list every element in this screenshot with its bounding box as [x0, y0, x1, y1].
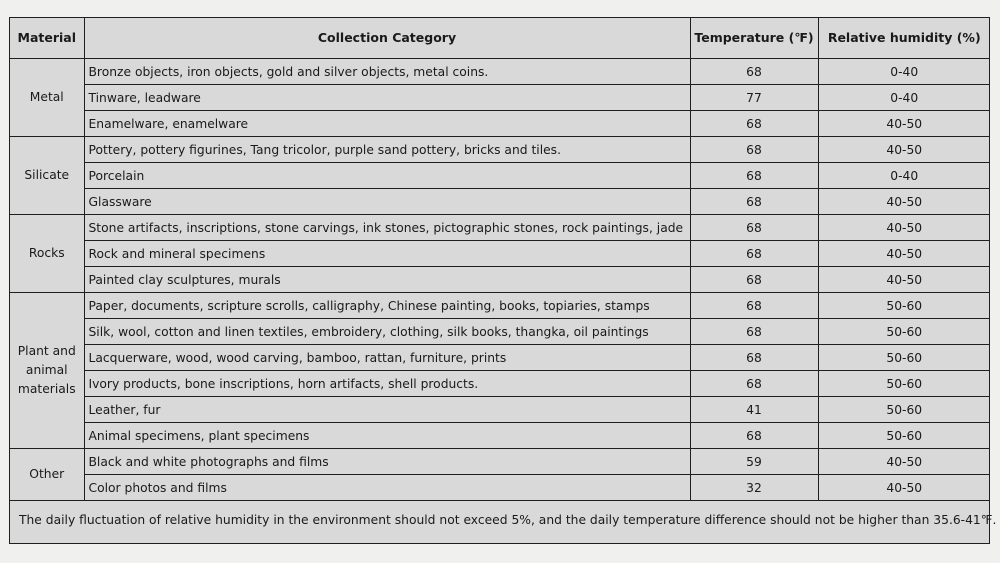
temperature-cell: 41: [689, 396, 819, 423]
humidity-cell: 40-50: [817, 448, 990, 475]
humidity-cell: 40-50: [817, 474, 990, 501]
temperature-cell: 68: [689, 266, 819, 293]
header-relative-humidity: Relative humidity (%): [817, 18, 990, 59]
table-row: Enamelware, enamelware 68 40-50: [10, 110, 990, 137]
storage-conditions-table-frame: Material Collection Category Temperature…: [9, 17, 997, 544]
temperature-cell: 68: [689, 162, 819, 189]
table-row: Rock and mineral specimens 68 40-50: [10, 240, 990, 267]
temperature-cell: 68: [689, 370, 819, 397]
table-row: Tinware, leadware 77 0-40: [10, 84, 990, 111]
humidity-cell: 40-50: [817, 136, 990, 163]
category-cell: Pottery, pottery figurines, Tang tricolo…: [83, 136, 691, 163]
table-row: Plant and animal materials Paper, documen…: [10, 292, 990, 449]
table-row: Silicate Pottery, pottery figurines, Tang…: [10, 136, 990, 215]
temperature-cell: 68: [689, 214, 819, 241]
table-row: Porcelain 68 0-40: [10, 162, 990, 189]
temperature-cell: 68: [689, 188, 819, 215]
category-cell: Enamelware, enamelware: [84, 110, 691, 137]
table-body: Metal Bronze objects, iron objects, gold …: [10, 58, 990, 501]
category-cell: Porcelain: [84, 162, 691, 189]
table-row: Rocks Stone artifacts, inscriptions, ston…: [10, 214, 990, 293]
category-cell: Silk, wool, cotton and linen textiles, e…: [84, 318, 691, 345]
temperature-cell: 77: [689, 84, 819, 111]
table-row: Silk, wool, cotton and linen textiles, e…: [10, 318, 990, 345]
temperature-cell: 68: [689, 58, 819, 85]
material-cell: Other: [10, 448, 85, 501]
category-cell: Glassware: [84, 188, 691, 215]
table-row: Color photos and films 32 40-50: [10, 474, 990, 501]
humidity-cell: 0-40: [817, 162, 990, 189]
table-row: Painted clay sculptures, murals 68 40-50: [10, 266, 990, 293]
storage-conditions-table: Material Collection Category Temperature…: [10, 18, 990, 501]
category-cell: Rock and mineral specimens: [84, 240, 691, 267]
humidity-cell: 50-60: [817, 370, 990, 397]
temperature-cell: 68: [689, 292, 819, 319]
category-cell: Stone artifacts, inscriptions, stone car…: [83, 214, 691, 241]
humidity-cell: 50-60: [817, 344, 990, 371]
category-cell: Paper, documents, scripture scrolls, cal…: [83, 292, 691, 319]
category-cell: Bronze objects, iron objects, gold and s…: [83, 58, 691, 85]
temperature-cell: 68: [689, 422, 819, 449]
humidity-cell: 50-60: [817, 292, 990, 319]
table-row: Other Black and white photographs and fil…: [10, 448, 990, 501]
category-cell: Black and white photographs and films: [83, 448, 691, 475]
header-material: Material: [10, 18, 85, 59]
humidity-cell: 40-50: [817, 266, 990, 293]
table-row: Lacquerware, wood, wood carving, bamboo,…: [10, 344, 990, 371]
header-temperature: Temperature (℉): [689, 18, 819, 59]
humidity-cell: 40-50: [817, 188, 990, 215]
category-cell: Painted clay sculptures, murals: [84, 266, 691, 293]
temperature-cell: 32: [689, 474, 819, 501]
material-cell: Plant and animal materials: [10, 292, 85, 449]
temperature-cell: 68: [689, 318, 819, 345]
temperature-cell: 68: [689, 240, 819, 267]
category-cell: Ivory products, bone inscriptions, horn …: [84, 370, 691, 397]
humidity-cell: 0-40: [817, 58, 990, 85]
category-cell: Animal specimens, plant specimens: [84, 422, 691, 449]
humidity-cell: 50-60: [817, 422, 990, 449]
table-row: Glassware 68 40-50: [10, 188, 990, 215]
header-collection-category: Collection Category: [83, 18, 691, 59]
material-cell: Metal: [10, 58, 85, 137]
table-footnote: The daily fluctuation of relative humidi…: [19, 513, 997, 527]
category-cell: Leather, fur: [84, 396, 691, 423]
table-row: Metal Bronze objects, iron objects, gold …: [10, 58, 990, 137]
category-cell: Tinware, leadware: [84, 84, 691, 111]
temperature-cell: 68: [689, 110, 819, 137]
category-cell: Lacquerware, wood, wood carving, bamboo,…: [84, 344, 691, 371]
humidity-cell: 40-50: [817, 240, 990, 267]
temperature-cell: 59: [689, 448, 819, 475]
humidity-cell: 40-50: [817, 214, 990, 241]
table-header-row: Material Collection Category Temperature…: [10, 18, 990, 59]
category-cell: Color photos and films: [84, 474, 691, 501]
humidity-cell: 50-60: [817, 318, 990, 345]
temperature-cell: 68: [689, 344, 819, 371]
humidity-cell: 0-40: [817, 84, 990, 111]
humidity-cell: 40-50: [817, 110, 990, 137]
humidity-cell: 50-60: [817, 396, 990, 423]
temperature-cell: 68: [689, 136, 819, 163]
material-cell: Rocks: [10, 214, 85, 293]
table-row: Leather, fur 41 50-60: [10, 396, 990, 423]
table-row: Animal specimens, plant specimens 68 50-60: [10, 422, 990, 449]
table-row: Ivory products, bone inscriptions, horn …: [10, 370, 990, 397]
material-cell: Silicate: [10, 136, 85, 215]
